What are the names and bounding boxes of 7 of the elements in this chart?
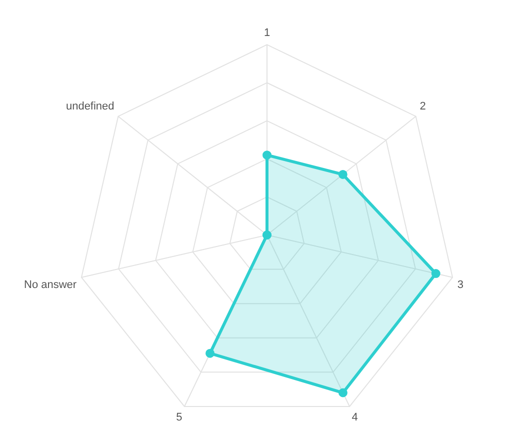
spoke-label: No answer <box>24 279 77 292</box>
spoke-label: 3 <box>457 279 464 292</box>
spoke-label: 2 <box>420 100 426 113</box>
spoke-label: 1 <box>264 27 270 40</box>
spoke-label: undefined <box>66 100 114 113</box>
spoke-label: 4 <box>352 412 358 424</box>
spoke-label: 5 <box>176 412 182 424</box>
